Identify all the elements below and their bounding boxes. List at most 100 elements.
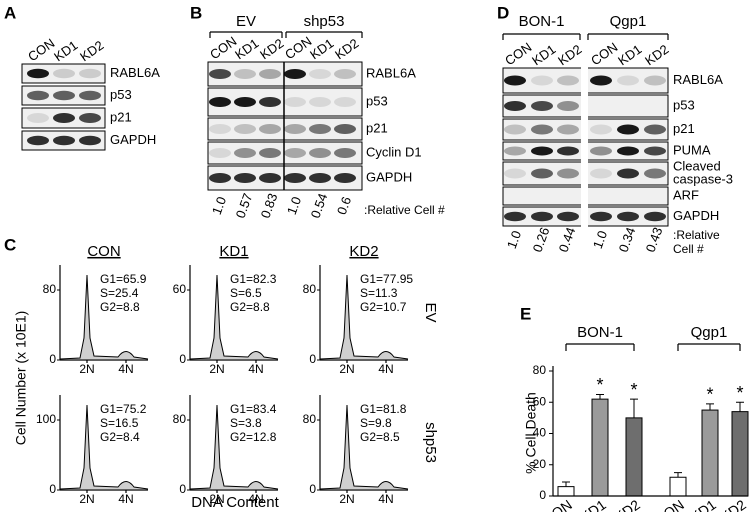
group-label: EV [236, 13, 256, 30]
y-tick-label: 80 [533, 363, 547, 377]
stat: G1=82.3 [230, 272, 277, 286]
panel-letter: B [190, 3, 202, 22]
blot [207, 117, 363, 141]
y-axis-label: % Cell Death [523, 392, 539, 474]
band [259, 124, 281, 134]
band [259, 97, 281, 107]
band-label: RABL6A [366, 65, 416, 80]
bar [731, 411, 749, 497]
y-tick-label: 40 [533, 426, 547, 440]
band [234, 173, 256, 183]
band-label: p21 [110, 109, 132, 124]
stat: S=16.5 [100, 416, 139, 430]
x-tick-label: 4N [118, 362, 133, 376]
band-label: Cleaved [673, 158, 721, 173]
band [53, 68, 75, 79]
band [27, 90, 49, 101]
band-label: p53 [366, 93, 388, 108]
band [557, 146, 579, 156]
lane-label: CON [502, 39, 534, 68]
stat: G1=83.4 [230, 402, 277, 416]
histogram [319, 404, 409, 490]
bar [625, 417, 643, 497]
blot [21, 63, 106, 84]
band [644, 211, 666, 222]
error-bar [736, 401, 744, 412]
band [557, 168, 579, 179]
band [590, 146, 612, 156]
significance: * [706, 385, 713, 405]
relative-value: 0.57 [233, 191, 256, 220]
stat: G1=75.2 [100, 402, 147, 416]
band [334, 124, 356, 134]
band [259, 173, 281, 183]
band [209, 97, 231, 107]
lane-label: KD2 [332, 35, 361, 62]
y-tick-label: 0 [179, 482, 186, 496]
band [234, 97, 256, 107]
band [259, 69, 281, 79]
band-label: p21 [366, 120, 388, 135]
panel-letter: D [497, 3, 509, 22]
band [309, 69, 331, 79]
band-label: RABL6A [110, 65, 160, 80]
histogram [189, 274, 279, 360]
band [557, 211, 579, 222]
band [644, 168, 666, 179]
relative-value: 0.26 [530, 225, 553, 254]
blot [207, 141, 363, 165]
x-tick-label: 2N [339, 492, 354, 506]
band [234, 148, 256, 158]
histogram [59, 274, 149, 360]
band [531, 75, 553, 86]
band [79, 90, 101, 101]
band [259, 148, 281, 158]
band [234, 69, 256, 79]
row-label: EV [422, 302, 439, 322]
error-bar [562, 481, 570, 487]
group-label: shp53 [304, 13, 345, 30]
band [309, 124, 331, 134]
band [504, 124, 526, 135]
band-label: GAPDH [366, 169, 412, 184]
band [334, 97, 356, 107]
relative-value: 0.43 [643, 225, 666, 254]
relative-label: Cell # [673, 242, 704, 256]
column-title: CON [87, 243, 120, 260]
band-label: p21 [673, 121, 695, 136]
band [557, 75, 579, 86]
x-tick-label: 4N [378, 362, 393, 376]
bar [701, 409, 719, 497]
stat: S=11.3 [360, 286, 398, 300]
band [504, 168, 526, 179]
stat: G2=12.8 [230, 430, 277, 444]
y-tick-label: 100 [36, 412, 56, 426]
relative-value: 1.0 [590, 229, 610, 251]
band-label: ARF [673, 187, 699, 202]
band-label: p53 [673, 97, 695, 112]
band [27, 135, 49, 146]
stat: G1=81.8 [360, 402, 407, 416]
error-bar [630, 398, 638, 418]
error-bar [596, 393, 604, 400]
band [309, 148, 331, 158]
x-tick-label: KD1 [577, 496, 609, 512]
relative-label: :Relative [673, 228, 720, 242]
x-tick-label: 4N [378, 492, 393, 506]
band [531, 211, 553, 222]
lane-label: KD2 [555, 41, 584, 68]
x-tick-label: 2N [209, 362, 224, 376]
band-label: caspase-3 [673, 171, 733, 186]
stat: G2=8.8 [230, 300, 270, 314]
y-tick-label: 80 [303, 282, 317, 296]
band [209, 69, 231, 79]
band [79, 68, 101, 79]
band [209, 148, 231, 158]
band [334, 69, 356, 79]
x-tick-label: CON [652, 496, 687, 512]
y-tick-label: 0 [309, 482, 316, 496]
y-tick-label: 0 [539, 488, 546, 502]
band [284, 97, 306, 107]
stat: G2=8.5 [360, 430, 400, 444]
